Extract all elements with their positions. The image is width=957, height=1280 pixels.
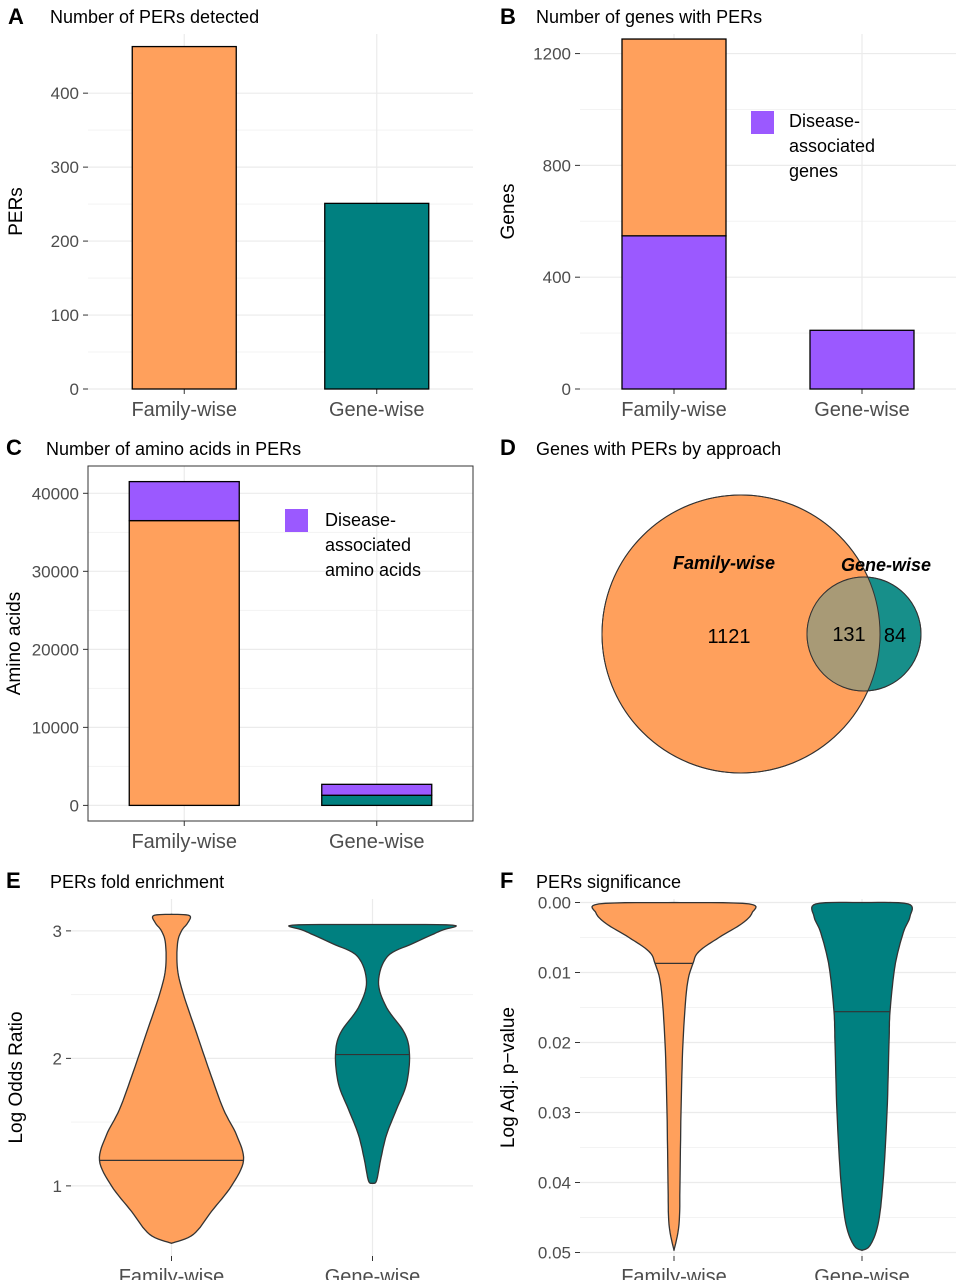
- y-tick-label: 300: [51, 158, 79, 177]
- violin-family-wise: [98, 913, 245, 1244]
- venn-intersection: [807, 577, 880, 691]
- x-tick-label: Family-wise: [119, 1266, 225, 1280]
- venn-set-label: Gene-wise: [841, 555, 931, 575]
- legend-label: Disease-: [325, 510, 396, 530]
- y-tick-label: 100: [51, 306, 79, 325]
- y-axis-label: PERs: [6, 187, 27, 236]
- y-tick-label: 0.05: [538, 1244, 571, 1263]
- panel-letter: C: [6, 435, 22, 460]
- y-tick-label: 0.04: [538, 1174, 571, 1193]
- panel-d-venn-diagram: D Genes with PERs by approach Family-wise G…: [500, 435, 931, 774]
- venn-count-gene-only: 84: [884, 625, 906, 647]
- panel-letter: F: [500, 868, 513, 893]
- bar-segment-gene-wise: [321, 794, 433, 807]
- y-tick-label: 0.02: [538, 1034, 571, 1053]
- y-tick-label: 400: [51, 84, 79, 103]
- y-tick-label: 0.03: [538, 1104, 571, 1123]
- y-tick-label: 40000: [32, 484, 79, 503]
- bar-segment-gene-wise: [321, 783, 433, 796]
- panel-title: PERs significance: [536, 872, 681, 892]
- x-tick-label: Family-wise: [621, 399, 727, 421]
- x-tick-label: Gene-wise: [329, 831, 425, 853]
- x-tick-label: Gene-wise: [329, 399, 425, 421]
- panel-letter: A: [8, 4, 24, 29]
- y-tick-label: 0.01: [538, 964, 571, 983]
- bar-family-wise: [131, 45, 237, 390]
- venn-outline-gene-wise: [806, 576, 922, 692]
- plot-border: [87, 465, 474, 822]
- x-tick-label: Family-wise: [621, 1266, 727, 1280]
- y-tick-label: 400: [543, 268, 571, 287]
- y-axis-label: Log Odds Ratio: [6, 1011, 27, 1143]
- y-tick-label: 1: [53, 1177, 62, 1196]
- bar-segment-family-wise: [128, 519, 240, 807]
- panel-letter: D: [500, 435, 516, 460]
- panel-f-violin-chart: F PERs significance 0.00 0.01 0.02 0.03 0.04 0.…: [498, 868, 956, 1280]
- legend-label: amino acids: [325, 560, 421, 580]
- bar-gene-wise: [324, 202, 430, 390]
- panel-e-violin-chart: E PERs fold enrichment 1 2 3 Family-wise Gene-…: [6, 868, 473, 1280]
- y-tick-label: 2: [53, 1049, 62, 1068]
- y-axis-label: Amino acids: [4, 592, 25, 696]
- y-tick-label: 0: [70, 796, 79, 815]
- y-tick-label: 0: [562, 380, 571, 399]
- venn-outline-family-wise: [601, 494, 881, 774]
- y-tick-label: 0: [70, 380, 79, 399]
- venn-count-intersection: 131: [832, 624, 865, 646]
- x-tick-label: Gene-wise: [814, 399, 910, 421]
- x-tick-label: Family-wise: [131, 831, 237, 853]
- bar-segment-family-wise: [621, 38, 727, 237]
- legend-label: Disease-: [789, 111, 860, 131]
- bar-segment-gene-wise: [809, 329, 915, 390]
- legend-key: [751, 111, 774, 134]
- panel-a-bar-chart: A Number of PERs detected 0 100 200 300 400 Fam…: [6, 4, 473, 421]
- x-tick-label: Family-wise: [131, 399, 237, 421]
- y-tick-label: 20000: [32, 640, 79, 659]
- panel-title: Number of amino acids in PERs: [46, 439, 301, 459]
- y-tick-label: 1200: [533, 45, 571, 64]
- y-tick-label: 30000: [32, 562, 79, 581]
- y-tick-label: 0.00: [538, 894, 571, 913]
- x-tick-label: Gene-wise: [325, 1266, 421, 1280]
- y-axis-label: Genes: [498, 184, 519, 240]
- panel-letter: E: [6, 868, 21, 893]
- y-tick-label: 3: [53, 922, 62, 941]
- y-tick-label: 800: [543, 156, 571, 175]
- x-tick-label: Gene-wise: [814, 1266, 910, 1280]
- panel-title: PERs fold enrichment: [50, 872, 224, 892]
- legend-label: genes: [789, 161, 838, 181]
- y-tick-label: 200: [51, 232, 79, 251]
- panel-b-stacked-bar-chart: B Number of genes with PERs 0 400 800 1200 Fam…: [498, 4, 956, 421]
- y-axis-label: Log Adj. p−value: [498, 1007, 519, 1148]
- legend-label: associated: [325, 535, 411, 555]
- violin-family-wise: [591, 901, 757, 1252]
- panel-title: Number of PERs detected: [50, 7, 259, 27]
- venn-set-label: Family-wise: [673, 553, 775, 573]
- bar-segment-family-wise: [128, 480, 240, 522]
- venn-count-family-only: 1121: [707, 626, 750, 648]
- legend-key: [285, 509, 308, 532]
- violin-gene-wise: [811, 901, 913, 1252]
- panel-title: Number of genes with PERs: [536, 7, 762, 27]
- bar-segment-family-wise: [621, 235, 727, 390]
- panel-letter: B: [500, 4, 516, 29]
- y-tick-label: 10000: [32, 718, 79, 737]
- panel-c-stacked-bar-chart: C Number of amino acids in PERs 0 10000 2000…: [4, 435, 474, 853]
- legend-label: associated: [789, 136, 875, 156]
- panel-title: Genes with PERs by approach: [536, 439, 781, 459]
- violin-gene-wise: [288, 923, 457, 1184]
